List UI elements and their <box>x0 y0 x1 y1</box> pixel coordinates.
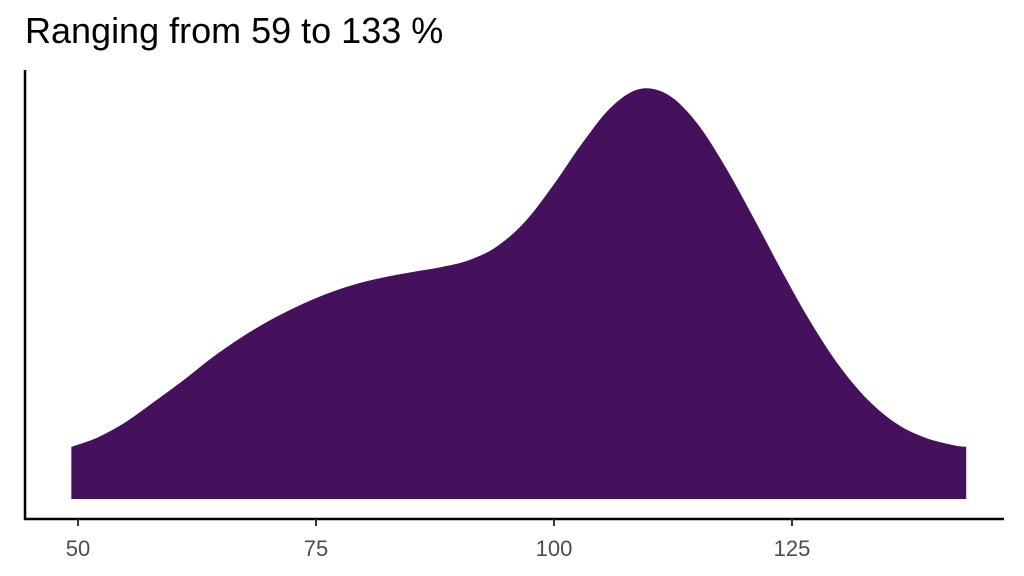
axis-layer <box>23 70 1004 521</box>
chart-title: Ranging from 59 to 133 % <box>25 10 444 51</box>
x-tick-label: 50 <box>66 536 90 561</box>
x-axis-ticks: 50 75 100 125 <box>66 519 811 561</box>
density-area-layer <box>71 88 967 499</box>
x-tick-label: 75 <box>304 536 328 561</box>
x-tick-label: 100 <box>536 536 573 561</box>
x-tick-label: 125 <box>774 536 811 561</box>
density-area <box>71 88 967 499</box>
